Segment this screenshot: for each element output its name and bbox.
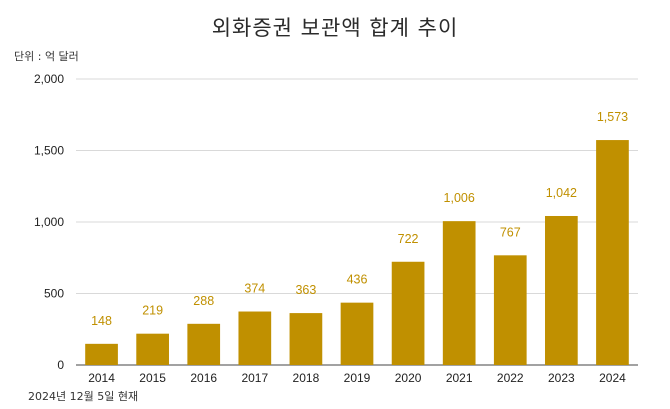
data-label: 722 bbox=[398, 232, 419, 246]
x-tick-label: 2016 bbox=[190, 371, 217, 385]
bar bbox=[238, 311, 272, 365]
x-tick-label: 2014 bbox=[88, 371, 115, 385]
x-tick-label: 2018 bbox=[293, 371, 320, 385]
bar bbox=[340, 302, 374, 365]
data-label: 219 bbox=[142, 304, 163, 318]
bar bbox=[289, 313, 323, 365]
data-label: 363 bbox=[295, 283, 316, 297]
data-label: 148 bbox=[91, 314, 112, 328]
y-tick-label: 0 bbox=[57, 358, 64, 372]
bar bbox=[136, 333, 169, 365]
y-tick-label: 2,000 bbox=[34, 72, 64, 86]
bar bbox=[596, 140, 629, 365]
date-footnote: 2024년 12월 5일 현재 bbox=[28, 390, 139, 403]
x-tick-label: 2021 bbox=[446, 371, 473, 385]
x-tick-label: 2020 bbox=[395, 371, 422, 385]
x-tick-label: 2015 bbox=[139, 371, 166, 385]
data-label: 374 bbox=[244, 282, 265, 296]
bar bbox=[187, 323, 221, 365]
x-tick-label: 2017 bbox=[241, 371, 268, 385]
bar bbox=[391, 261, 425, 365]
data-label: 288 bbox=[193, 294, 214, 308]
data-label: 1,042 bbox=[546, 186, 577, 200]
bar bbox=[442, 221, 476, 365]
unit-note: 단위 : 억 달러 bbox=[14, 50, 79, 63]
x-tick-label: 2019 bbox=[344, 371, 371, 385]
bar bbox=[545, 215, 578, 365]
bar bbox=[493, 255, 527, 365]
data-label: 1,573 bbox=[597, 110, 628, 124]
data-label: 767 bbox=[500, 225, 521, 239]
y-tick-label: 500 bbox=[44, 287, 64, 301]
y-tick-label: 1,000 bbox=[34, 215, 64, 229]
y-tick-label: 1,500 bbox=[34, 144, 64, 158]
x-tick-label: 2022 bbox=[497, 371, 524, 385]
data-label: 436 bbox=[347, 273, 368, 287]
chart-title: 외화증권 보관액 합계 추이 bbox=[211, 16, 459, 40]
x-tick-label: 2023 bbox=[548, 371, 575, 385]
data-label: 1,006 bbox=[444, 191, 475, 205]
bar bbox=[85, 343, 118, 365]
x-tick-label: 2024 bbox=[599, 371, 626, 385]
